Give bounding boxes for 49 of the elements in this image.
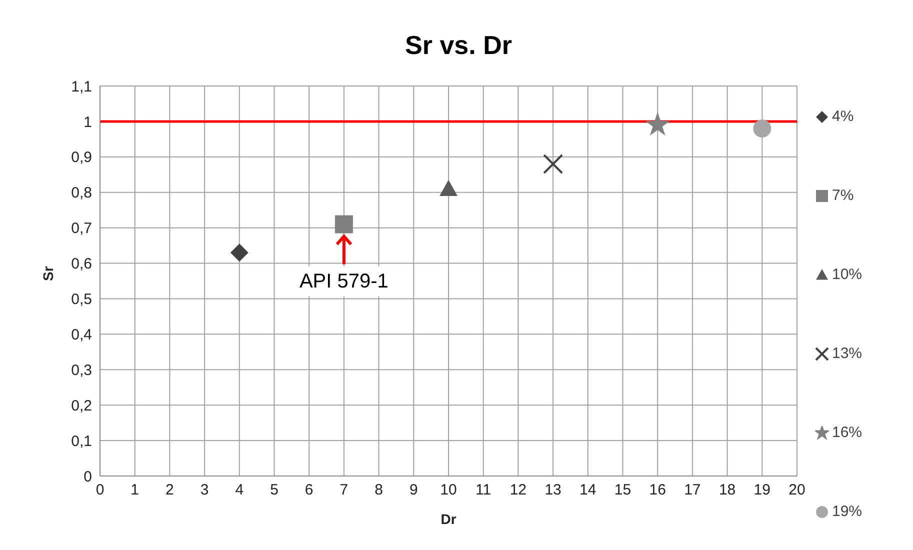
x-tick-label: 8	[374, 482, 383, 499]
x-tick-label: 14	[580, 482, 596, 499]
x-tick-label: 6	[304, 482, 314, 499]
legend-label: 7%	[832, 187, 854, 204]
y-tick-label: 1,1	[71, 78, 92, 96]
y-tick-label: 0,8	[71, 184, 92, 202]
y-tick-label: 0,5	[71, 291, 92, 308]
point	[543, 154, 564, 174]
y-tick-label: 0	[84, 468, 92, 486]
x-tick-label: 18	[718, 482, 736, 499]
x-tick-label: 17	[684, 482, 701, 499]
legend-label: 19%	[832, 503, 862, 520]
x-tick-label: 12	[510, 482, 527, 499]
y-tick-label: 0,6	[71, 256, 92, 273]
point	[334, 215, 353, 234]
y-axis-title: Sr	[40, 266, 56, 281]
y-tick-label: 0,2	[71, 397, 92, 414]
y-tick-label: 0,1	[71, 432, 92, 450]
x-tick-label: 10	[440, 482, 457, 499]
x-tick-label: 1	[130, 482, 140, 499]
legend-label: 4%	[832, 108, 854, 125]
chart-title: Sr vs. Dr	[404, 30, 513, 61]
x-tick-label: 20	[788, 482, 806, 499]
x-tick-label: 11	[476, 482, 492, 499]
point	[230, 244, 248, 262]
x-tick-label: 7	[340, 482, 348, 499]
point	[440, 180, 458, 196]
x-tick-label: 15	[614, 482, 632, 499]
point	[645, 112, 670, 136]
x-tick-label: 13	[544, 482, 562, 499]
legend-label: 10%	[832, 266, 862, 283]
x-tick-label: 3	[200, 482, 209, 499]
y-tick-label: 0,7	[71, 220, 92, 238]
x-tick-label: 9	[409, 482, 418, 499]
y-tick-label: 0,3	[71, 362, 92, 379]
legend-label: 13%	[832, 345, 862, 362]
y-tick-label: 0,4	[71, 326, 92, 344]
x-tick-label: 4	[235, 482, 244, 499]
x-axis-title: Dr	[440, 511, 457, 527]
point	[753, 120, 772, 138]
x-tick-label: 2	[166, 482, 174, 499]
y-tick-label: 0,9	[71, 149, 92, 166]
x-tick-label: 16	[649, 482, 666, 499]
x-tick-label: 19	[754, 482, 770, 499]
x-tick-label: 5	[270, 482, 278, 499]
x-tick-label: 0	[96, 482, 104, 499]
y-tick-label: 1	[84, 114, 92, 131]
annotation: API 579-1	[299, 270, 388, 292]
legend-label: 16%	[832, 424, 862, 441]
